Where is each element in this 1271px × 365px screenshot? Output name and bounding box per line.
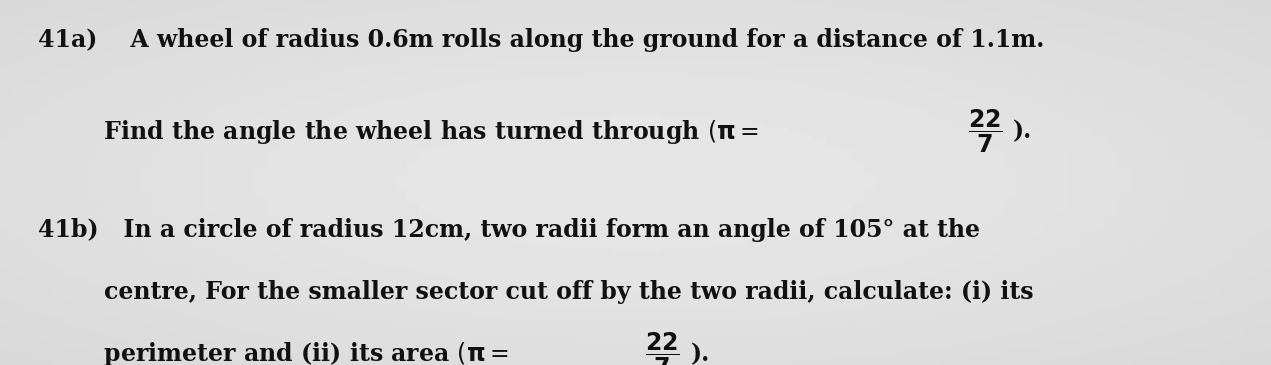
Text: Find the angle the wheel has turned through $(\mathbf{\pi} = $: Find the angle the wheel has turned thro… xyxy=(38,118,759,146)
Text: $\mathbf{\dfrac{22}{7}}$: $\mathbf{\dfrac{22}{7}}$ xyxy=(646,330,680,365)
Text: 41a)    A wheel of radius 0.6m rolls along the ground for a distance of 1.1m.: 41a) A wheel of radius 0.6m rolls along … xyxy=(38,28,1045,53)
Text: perimeter and (ii) its area $(\mathbf{\pi} = $: perimeter and (ii) its area $(\mathbf{\p… xyxy=(38,340,508,365)
Text: $\mathbf{\dfrac{22}{7}}$: $\mathbf{\dfrac{22}{7}}$ xyxy=(969,108,1003,155)
Text: perimeter and (ii) its area $(\mathbf{\pi} = $: perimeter and (ii) its area $(\mathbf{\p… xyxy=(38,340,508,365)
Text: ).: ). xyxy=(1013,120,1032,144)
Text: centre, For the smaller sector cut off by the two radii, calculate: (i) its: centre, For the smaller sector cut off b… xyxy=(38,280,1033,304)
Text: Find the angle the wheel has turned through $(\mathbf{\pi} = $: Find the angle the wheel has turned thro… xyxy=(38,118,759,146)
Text: ).: ). xyxy=(690,342,709,365)
Text: 41b)   In a circle of radius 12cm, two radii form an angle of 105° at the: 41b) In a circle of radius 12cm, two rad… xyxy=(38,218,980,242)
